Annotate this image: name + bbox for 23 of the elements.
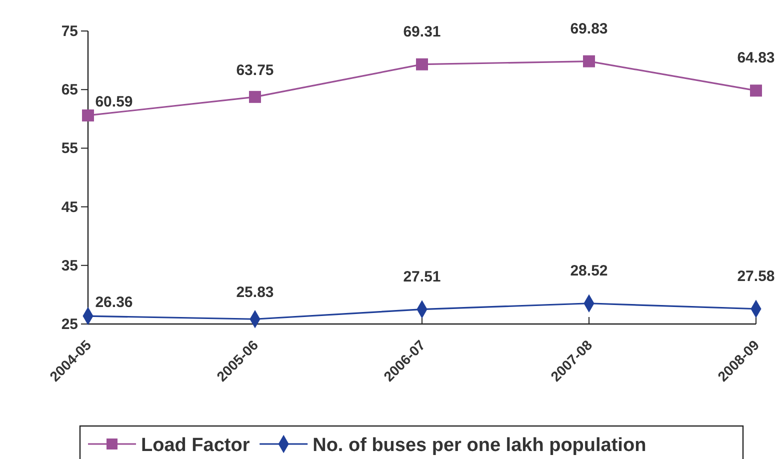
data-label: 69.31 [403, 23, 441, 40]
point [583, 55, 595, 68]
point [249, 90, 261, 103]
data-label: 28.52 [570, 262, 608, 280]
data-label: 69.83 [570, 20, 608, 38]
y-tick-label: 35 [61, 257, 78, 274]
legend-label: No. of buses per one lakh population [312, 435, 646, 456]
data-label: 60.59 [95, 93, 133, 110]
data-label: 25.83 [236, 284, 274, 302]
data-label: 63.75 [236, 62, 274, 79]
data-label: 64.83 [737, 50, 775, 67]
point [82, 109, 94, 122]
y-tick-label: 75 [61, 23, 78, 40]
legend-label: Load Factor [141, 435, 250, 456]
y-tick-label: 55 [61, 140, 78, 158]
y-tick-label: 65 [61, 82, 78, 99]
point [750, 84, 762, 97]
point [416, 58, 428, 70]
y-tick-label: 45 [61, 198, 78, 216]
data-label: 27.51 [403, 268, 441, 286]
y-tick-label: 25 [61, 316, 78, 333]
data-label: 27.58 [737, 268, 775, 285]
data-label: 26.36 [95, 294, 133, 312]
